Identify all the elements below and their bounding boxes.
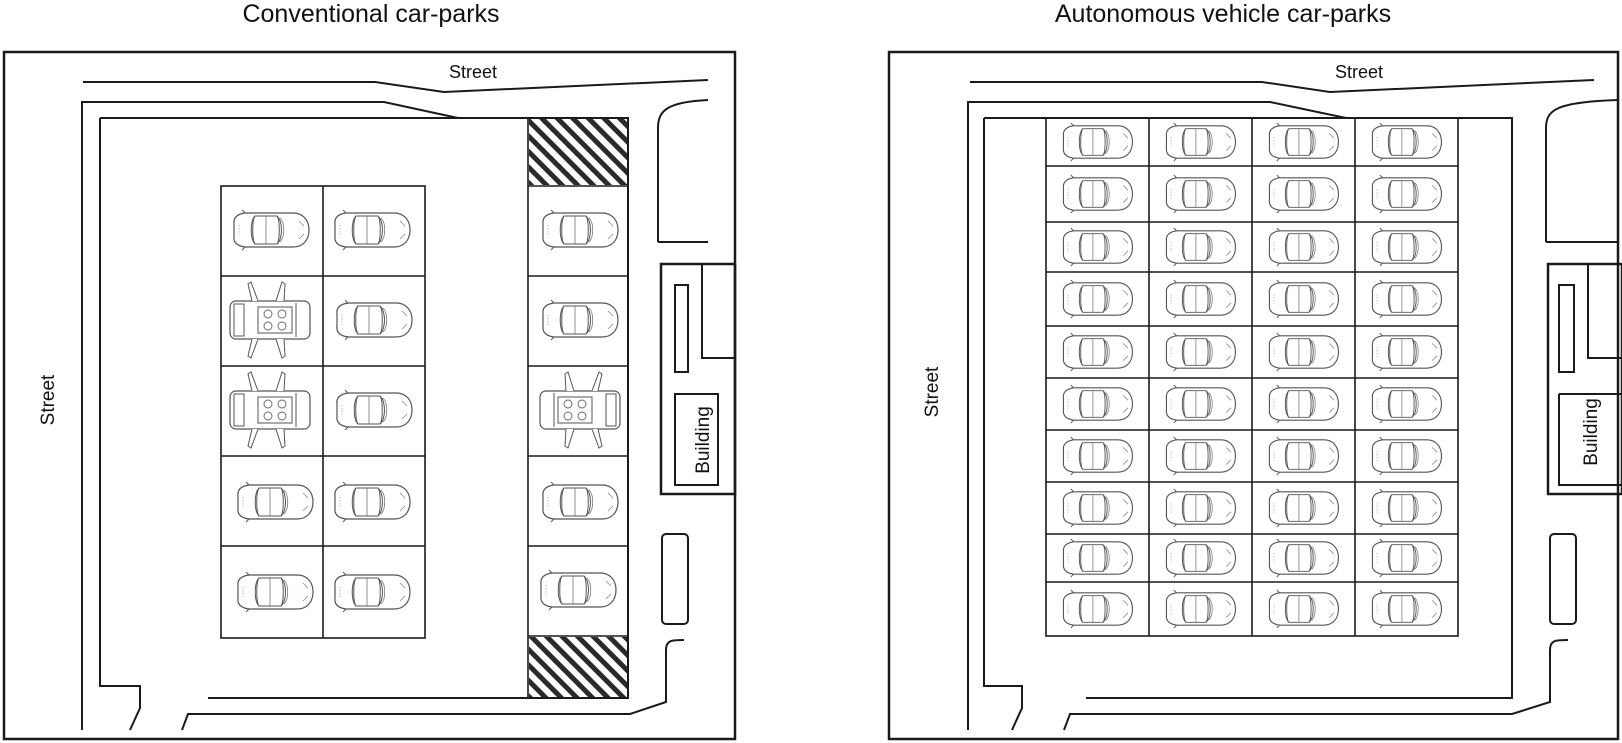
street-label-top-left: Street (449, 62, 498, 82)
parked-car (542, 209, 619, 251)
parked-car (1165, 332, 1237, 372)
parked-car (1165, 122, 1237, 162)
parked-car (1062, 538, 1134, 578)
parked-car (336, 389, 413, 431)
parked-car (1268, 174, 1340, 214)
building-label-right: Building (1581, 398, 1602, 466)
parked-car (1062, 488, 1134, 528)
parked-car (1371, 436, 1443, 476)
hatched-zone-bottom (529, 637, 627, 697)
road-kerb (967, 101, 1347, 730)
parked-car (1268, 279, 1340, 319)
car-doors-open (229, 371, 311, 449)
parked-car (1371, 227, 1443, 267)
panel-frame (887, 50, 1620, 741)
parked-car (1165, 488, 1237, 528)
parked-car (1268, 332, 1340, 372)
parked-car (1268, 538, 1340, 578)
parked-car (1371, 384, 1443, 424)
parked-car (1062, 122, 1134, 162)
car-doors-open (229, 281, 311, 359)
parked-car (540, 569, 617, 611)
lower-kerb (181, 639, 685, 731)
conventional-title: Conventional car-parks (242, 0, 500, 28)
street-edge (970, 79, 1595, 94)
parked-car (334, 571, 411, 613)
parked-car (1268, 384, 1340, 424)
parked-car (1371, 332, 1443, 372)
parked-car (233, 209, 310, 251)
parked-car (542, 481, 619, 523)
street-edge (83, 79, 709, 94)
parked-car (1165, 174, 1237, 214)
building-outline (1546, 262, 1622, 496)
parked-car (1165, 227, 1237, 267)
autonomous-bay-grid (1045, 117, 1459, 637)
conventional-side-bays (527, 117, 629, 699)
parked-car (1062, 436, 1134, 476)
parked-car (1268, 589, 1340, 629)
parked-car (1268, 488, 1340, 528)
street-furniture (661, 533, 689, 625)
parked-car (1062, 384, 1134, 424)
building-outline (659, 262, 737, 496)
parked-car (1165, 279, 1237, 319)
parked-car (1268, 436, 1340, 476)
parked-car (237, 571, 314, 613)
conventional-bay-block (220, 185, 426, 639)
parked-car (334, 209, 411, 251)
building-label-left: Building (693, 406, 714, 474)
parked-car (1371, 279, 1443, 319)
street-label-top-right: Street (1335, 62, 1384, 82)
parked-car (1062, 332, 1134, 372)
building-inner (1558, 264, 1622, 486)
autonomous-panel (887, 50, 1622, 741)
car-park-boundary (983, 117, 1513, 731)
street-label-side-left: Street (38, 374, 59, 426)
parked-car (1165, 384, 1237, 424)
parked-car (1062, 174, 1134, 214)
parked-car (1268, 122, 1340, 162)
top-right-block (1545, 99, 1619, 242)
parked-car (1371, 174, 1443, 214)
street-label-side-right: Street (922, 366, 943, 418)
parked-car (336, 299, 413, 341)
parked-car (1268, 227, 1340, 267)
road-kerb (81, 101, 459, 730)
autonomous-title: Autonomous vehicle car-parks (1054, 0, 1392, 28)
parked-car (1371, 122, 1443, 162)
parked-car (1062, 279, 1134, 319)
parked-car (1371, 538, 1443, 578)
car-doors-open (539, 371, 621, 449)
street-furniture (1549, 533, 1577, 625)
parked-car (1062, 589, 1134, 629)
parked-car (1062, 227, 1134, 267)
parked-car (1371, 589, 1443, 629)
parked-car (1371, 488, 1443, 528)
parked-car (334, 481, 411, 523)
parked-car (1165, 538, 1237, 578)
parked-car (237, 481, 314, 523)
top-right-block (657, 99, 709, 242)
parked-car (542, 299, 619, 341)
parked-car (1165, 589, 1237, 629)
lower-kerb (1063, 639, 1569, 731)
hatched-zone-top (529, 119, 627, 185)
parked-car (1165, 436, 1237, 476)
building-inner (674, 264, 735, 486)
